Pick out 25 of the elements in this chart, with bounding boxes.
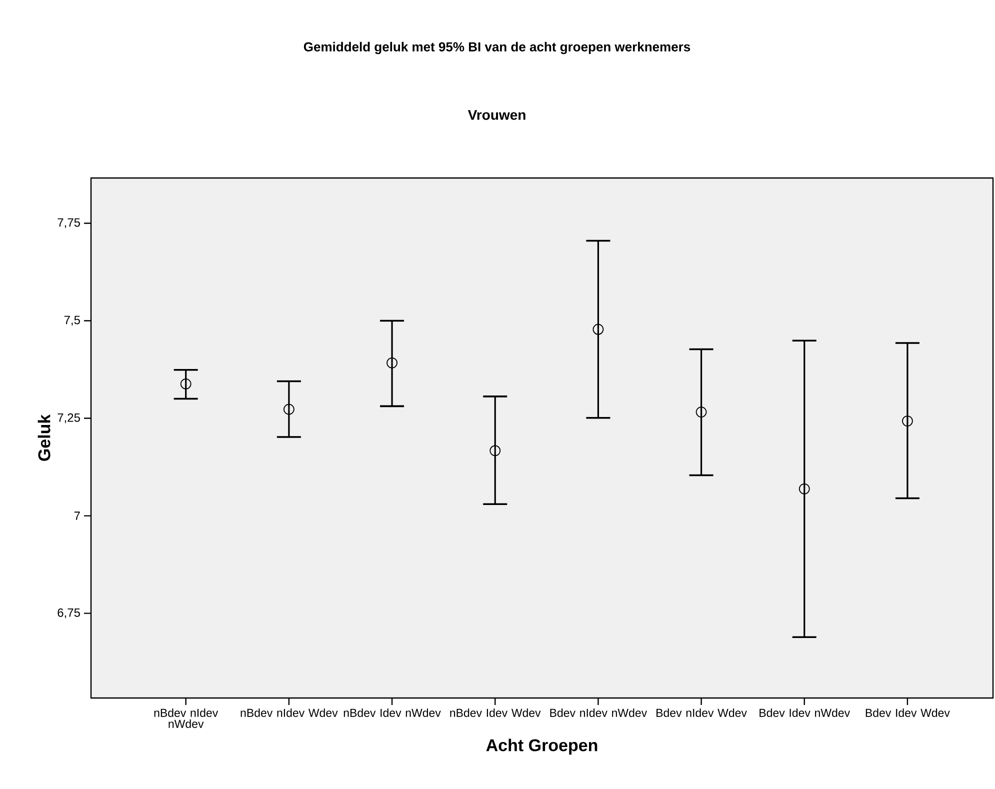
x-tick-label: Bdev Idev nWdev bbox=[760, 708, 850, 717]
point bbox=[490, 445, 501, 456]
x-tick-label: Bdev nIdev nWdev bbox=[550, 708, 648, 717]
point bbox=[798, 483, 810, 494]
y-axis-title: Geluk bbox=[38, 414, 50, 461]
x-tick-label: nBdev Idev nWdev bbox=[344, 708, 441, 717]
x-tick-label: Bdev Idev Wdev bbox=[866, 708, 950, 717]
point bbox=[592, 324, 604, 335]
x-tick-label: nBdev nIdev Wdev bbox=[240, 708, 338, 717]
x-tick-label: nBdev nIdev nWdev bbox=[154, 708, 218, 728]
point bbox=[283, 404, 294, 415]
chart-subtitle: Vrouwen bbox=[468, 110, 526, 120]
y-tick-label: 7,25 bbox=[58, 413, 80, 424]
x-axis-title: Acht Groepen bbox=[486, 738, 598, 755]
x-tick-label: nBdev Idev Wdev bbox=[450, 708, 541, 717]
y-tick-label: 7,5 bbox=[64, 316, 80, 326]
point bbox=[696, 406, 707, 418]
chart-title: Gemiddeld geluk met 95% BI van de acht groepen werknemers bbox=[304, 42, 690, 54]
y-tick-label: 6,75 bbox=[58, 608, 80, 618]
point bbox=[386, 357, 398, 368]
point bbox=[180, 378, 192, 390]
point bbox=[902, 416, 913, 426]
x-tick-label: Bdev nIdev Wdev bbox=[656, 708, 747, 717]
y-tick-label: 7,75 bbox=[58, 218, 80, 228]
y-tick-label: 7 bbox=[74, 512, 80, 520]
